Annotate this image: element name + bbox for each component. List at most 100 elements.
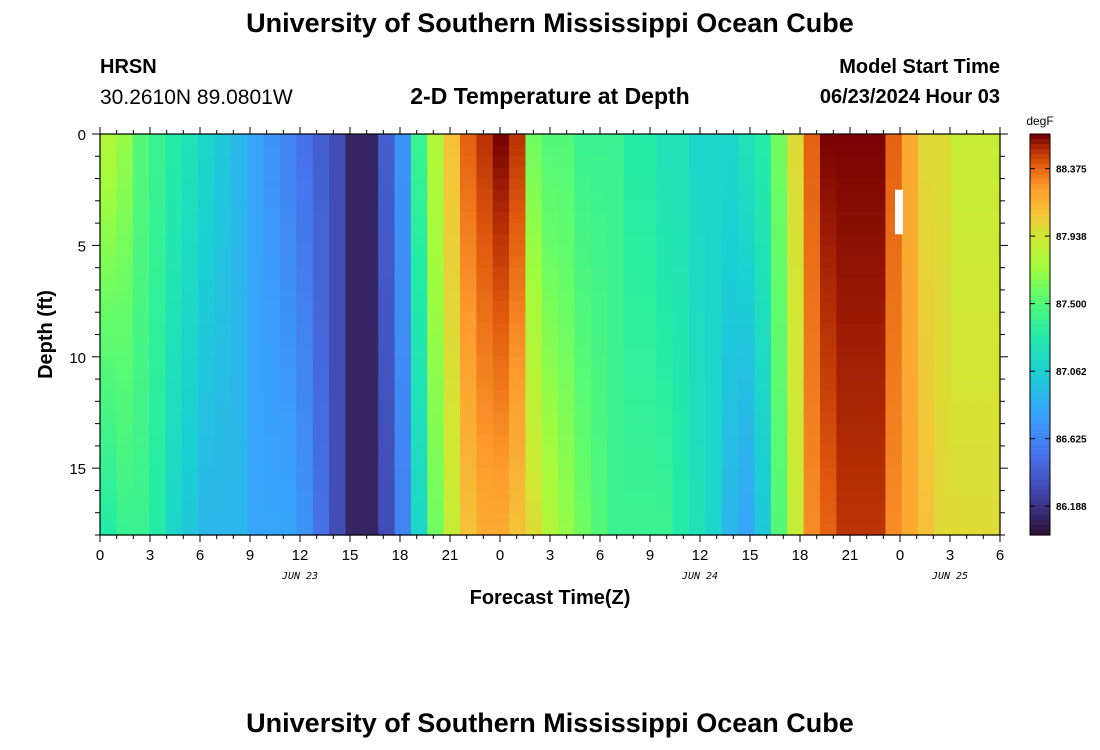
heatmap-cell [623,245,641,258]
colorbar-segment [1030,344,1050,351]
heatmap-cell [165,167,183,180]
heatmap-cell [296,457,314,469]
heatmap-cell [492,289,510,302]
heatmap-cell [378,223,396,235]
heatmap-cell [132,134,150,146]
heatmap-cell [509,178,527,191]
heatmap-cell [640,390,657,402]
heatmap-cell [885,434,903,447]
heatmap-cell [820,512,837,525]
heatmap-cell [492,356,510,369]
heatmap-cell [410,234,428,246]
heatmap-cell [263,390,281,402]
heatmap-cell [132,189,150,202]
heatmap-cell [754,468,772,480]
heatmap-cell [803,490,821,503]
heatmap-cell [656,256,674,269]
heatmap-cell [378,490,396,503]
heatmap-cell [885,501,903,514]
x-tick-label: 3 [946,547,954,564]
heatmap-cell [427,167,445,180]
heatmap-cell [427,189,445,202]
heatmap-cell [754,434,772,447]
heatmap-cell [132,301,150,313]
heatmap-cell [525,423,543,436]
heatmap-cell [623,323,641,336]
heatmap-cell [672,356,690,369]
heatmap-cell [770,200,788,213]
heatmap-cell [509,367,527,380]
heatmap-cell [460,312,477,324]
heatmap-cell [852,457,870,469]
heatmap-cell [443,412,461,425]
heatmap-cell [329,200,347,213]
heatmap-cell [901,134,919,146]
heatmap-cell [721,512,739,525]
heatmap-cell [443,134,461,146]
heatmap-cell [410,345,428,358]
heatmap-cell [263,379,281,391]
heatmap-cell [770,134,788,146]
heatmap-cell [787,512,805,525]
heatmap-cell [787,189,805,202]
heatmap-cell [950,178,968,191]
heatmap-cell [230,457,248,469]
heatmap-cell [590,134,608,146]
heatmap-cell [198,490,216,503]
heatmap-cell [558,200,576,213]
heatmap-cell [623,301,641,313]
colorbar-unit: degF [1026,114,1053,128]
heatmap-cell [460,167,477,180]
heatmap-cell [640,134,657,146]
heatmap-cell [901,390,919,402]
heatmap-cell [230,200,248,213]
heatmap-cell [689,512,707,525]
heatmap-cell [509,200,527,213]
heatmap-cell [427,334,445,347]
heatmap-cell [116,367,134,380]
heatmap-cell [672,178,690,191]
heatmap-cell [918,367,936,380]
heatmap-cell [738,390,756,402]
heatmap-cell [640,401,657,414]
heatmap-cell [787,211,805,224]
heatmap-cell [410,145,428,157]
plot-title: 2-D Temperature at Depth [410,83,690,109]
heatmap-cell [492,468,510,480]
heatmap-cell [214,345,232,358]
heatmap-cell [312,356,330,369]
heatmap-cell [181,256,199,269]
heatmap-cell [705,211,723,224]
heatmap-cell [934,367,952,380]
heatmap-cell [656,323,674,336]
heatmap-cell [967,267,985,280]
heatmap-cell [214,223,232,235]
heatmap-cell [443,156,461,169]
heatmap-cell [410,423,428,436]
heatmap-cell [558,256,576,269]
heatmap-cell [165,267,183,280]
heatmap-cell [836,523,854,536]
heatmap-cell [460,412,477,425]
heatmap-cell [852,145,870,157]
heatmap-cell [394,356,412,369]
heatmap-cell [950,223,968,235]
heatmap-cell [492,234,510,246]
heatmap-cell [181,178,199,191]
heatmap-cell [280,479,297,492]
heatmap-cell [983,223,1001,235]
heatmap-cell [689,490,707,503]
heatmap-cell [460,301,477,313]
heatmap-cell [558,211,576,224]
heatmap-cell [181,434,199,447]
heatmap-cell [918,345,936,358]
colorbar-segment [1030,289,1050,295]
heatmap-cell [656,334,674,347]
heatmap-cell [820,312,837,324]
heatmap-cell [329,234,347,246]
heatmap-cell [705,390,723,402]
heatmap-cell [165,379,183,391]
heatmap-cell [852,223,870,235]
heatmap-cell [149,256,167,269]
heatmap-cell [263,312,281,324]
